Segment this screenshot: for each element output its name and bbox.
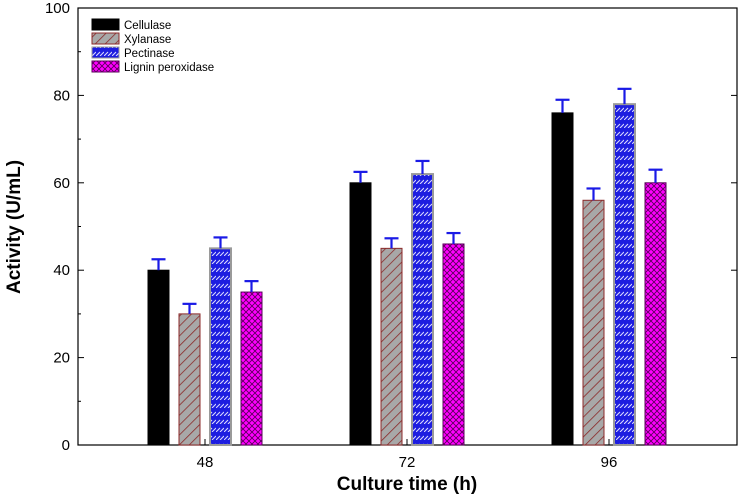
- y-tick-label: 80: [53, 87, 70, 104]
- y-tick-label: 40: [53, 262, 70, 279]
- y-tick-label: 100: [45, 0, 70, 17]
- y-axis-title: Activity (U/mL): [4, 160, 25, 294]
- bar-lignin-peroxidase: [442, 243, 465, 446]
- legend-swatch: [91, 32, 120, 45]
- bar-xylanase: [178, 313, 201, 446]
- error-bar-group: [151, 87, 663, 314]
- y-axis: 0 20 40 60 80 100: [45, 0, 737, 454]
- x-tick-label: 72: [399, 454, 416, 471]
- bar-xylanase: [380, 247, 403, 446]
- bar-lignin-peroxidase: [644, 182, 667, 446]
- bar-cellulase: [147, 269, 170, 446]
- legend-label: Xylanase: [124, 34, 171, 46]
- x-axis-title: Culture time (h): [337, 474, 477, 495]
- legend-swatch: [91, 60, 120, 73]
- bar-pectinase: [613, 103, 636, 446]
- x-axis: 48 72 96: [197, 439, 618, 471]
- y-tick-label: 0: [62, 437, 70, 454]
- legend-label: Pectinase: [124, 48, 175, 60]
- legend-swatch: [91, 46, 120, 59]
- legend-label: Cellulase: [124, 20, 171, 32]
- x-tick-label: 96: [601, 454, 618, 471]
- bar-lignin-peroxidase: [240, 291, 263, 446]
- y-tick-label: 20: [53, 350, 70, 367]
- x-tick-label: 48: [197, 454, 214, 471]
- bar-pectinase: [411, 173, 434, 446]
- bar-cellulase: [551, 112, 574, 446]
- bar-cellulase: [349, 182, 372, 446]
- legend-swatch: [91, 18, 120, 31]
- legend: Cellulase Xylanase Pectinase Lignin peroxid…: [91, 18, 214, 74]
- bar-series-group: [147, 103, 667, 446]
- y-tick-label: 60: [53, 175, 70, 192]
- bar-pectinase: [209, 247, 232, 446]
- bar-xylanase: [582, 199, 605, 446]
- legend-label: Lignin peroxidase: [124, 62, 214, 74]
